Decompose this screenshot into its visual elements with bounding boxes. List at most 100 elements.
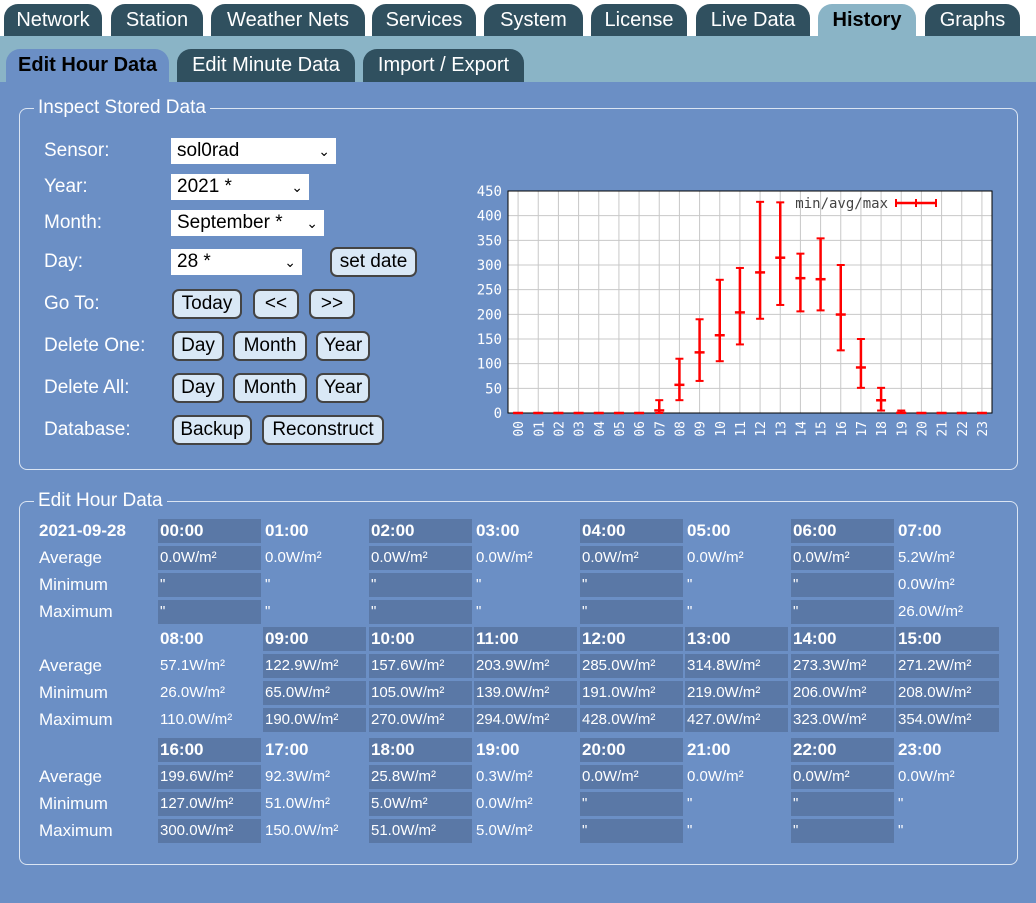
month-select[interactable]: September * ⌄ (171, 210, 324, 236)
hour-maximum-field[interactable]: " (265, 603, 271, 620)
hour-maximum-field[interactable]: " (476, 603, 482, 620)
hour-minimum-field[interactable]: " (476, 576, 482, 593)
hour-minimum-field[interactable]: " (687, 576, 693, 593)
hour-maximum-field[interactable]: 300.0W/m² (158, 819, 261, 843)
hour-minimum-field[interactable]: 219.0W/m² (685, 681, 788, 705)
hour-average-field[interactable]: 203.9W/m² (474, 654, 577, 678)
prev-day-button[interactable]: << (253, 289, 299, 319)
delete-one-day-button[interactable]: Day (172, 331, 224, 361)
hour-minimum-field[interactable]: 127.0W/m² (158, 792, 261, 816)
hour-minimum-field[interactable]: " (580, 573, 683, 597)
hour-average-field[interactable]: 0.0W/m² (476, 549, 533, 566)
hour-maximum-field[interactable]: 428.0W/m² (580, 708, 683, 732)
hour-average-field[interactable]: 5.2W/m² (898, 549, 955, 566)
tab-weather-nets[interactable]: Weather Nets (211, 4, 365, 36)
hour-minimum-field[interactable]: 65.0W/m² (263, 681, 366, 705)
tab-license[interactable]: License (591, 4, 687, 36)
hour-maximum-field[interactable]: " (791, 600, 894, 624)
hour-average-field[interactable]: 0.0W/m² (791, 546, 894, 570)
sensor-select[interactable]: sol0rad ⌄ (171, 138, 336, 164)
tab-services[interactable]: Services (372, 4, 476, 36)
hour-average-field[interactable]: 0.0W/m² (687, 768, 744, 785)
hour-maximum-field[interactable]: 323.0W/m² (791, 708, 894, 732)
hour-maximum-field[interactable]: " (791, 819, 894, 843)
hour-minimum-field[interactable]: " (369, 573, 472, 597)
hour-average-field[interactable]: 0.0W/m² (369, 546, 472, 570)
hour-minimum-field[interactable]: 206.0W/m² (791, 681, 894, 705)
tab-network[interactable]: Network (4, 4, 102, 36)
hour-minimum-field[interactable]: 0.0W/m² (476, 795, 533, 812)
hour-minimum-field[interactable]: " (898, 795, 904, 812)
hour-average-field[interactable]: 0.0W/m² (158, 546, 261, 570)
hour-minimum-field[interactable]: 5.0W/m² (369, 792, 472, 816)
next-day-button[interactable]: >> (309, 289, 355, 319)
delete-all-month-button[interactable]: Month (233, 373, 307, 403)
hour-minimum-field[interactable]: 51.0W/m² (265, 795, 331, 812)
delete-all-day-button[interactable]: Day (172, 373, 224, 403)
hour-average-field[interactable]: 0.0W/m² (687, 549, 744, 566)
hour-average-field[interactable]: 0.0W/m² (580, 546, 683, 570)
hour-minimum-field[interactable]: 191.0W/m² (580, 681, 683, 705)
hour-maximum-field[interactable]: " (580, 600, 683, 624)
hour-minimum-field[interactable]: 139.0W/m² (474, 681, 577, 705)
hour-maximum-field[interactable]: 5.0W/m² (476, 822, 533, 839)
tab-edit-hour-data[interactable]: Edit Hour Data (6, 49, 169, 82)
hour-minimum-field[interactable]: " (580, 792, 683, 816)
hour-average-field[interactable]: 271.2W/m² (896, 654, 999, 678)
tab-system[interactable]: System (484, 4, 583, 36)
set-date-button[interactable]: set date (330, 247, 417, 277)
backup-button[interactable]: Backup (172, 415, 252, 445)
hour-average-field[interactable]: 157.6W/m² (369, 654, 472, 678)
delete-all-year-button[interactable]: Year (316, 373, 370, 403)
hour-average-field[interactable]: 273.3W/m² (791, 654, 894, 678)
hour-average-field[interactable]: 314.8W/m² (685, 654, 788, 678)
hour-average-field[interactable]: 199.6W/m² (158, 765, 261, 789)
hour-maximum-field[interactable]: " (687, 822, 693, 839)
hour-average-field[interactable]: 285.0W/m² (580, 654, 683, 678)
hour-maximum-field[interactable]: " (158, 600, 261, 624)
today-button[interactable]: Today (172, 289, 242, 319)
hour-maximum-field[interactable]: 427.0W/m² (685, 708, 788, 732)
tab-history[interactable]: History (818, 4, 916, 36)
hour-average-field[interactable]: 122.9W/m² (263, 654, 366, 678)
hour-minimum-field[interactable]: 208.0W/m² (896, 681, 999, 705)
reconstruct-button[interactable]: Reconstruct (262, 415, 384, 445)
day-select[interactable]: 28 * ⌄ (171, 249, 302, 275)
hour-average-field[interactable]: 0.0W/m² (580, 765, 683, 789)
hour-maximum-field[interactable]: " (687, 603, 693, 620)
hour-minimum-field[interactable]: 26.0W/m² (160, 684, 226, 701)
hour-minimum-field[interactable]: 105.0W/m² (369, 681, 472, 705)
tab-station[interactable]: Station (111, 4, 203, 36)
tab-import-export[interactable]: Import / Export (363, 49, 524, 82)
hour-maximum-field[interactable]: 150.0W/m² (265, 822, 339, 839)
tab-graphs[interactable]: Graphs (925, 4, 1020, 36)
tab-live-data[interactable]: Live Data (696, 4, 810, 36)
hour-maximum-field[interactable]: " (369, 600, 472, 624)
hour-average-field[interactable]: 92.3W/m² (265, 768, 331, 785)
year-select[interactable]: 2021 * ⌄ (171, 174, 309, 200)
hour-maximum-field[interactable]: " (580, 819, 683, 843)
hour-maximum-field[interactable]: 270.0W/m² (369, 708, 472, 732)
hour-average-field[interactable]: 0.0W/m² (791, 765, 894, 789)
hour-minimum-field[interactable]: " (158, 573, 261, 597)
tab-edit-minute-data[interactable]: Edit Minute Data (177, 49, 355, 82)
hour-minimum-field[interactable]: " (791, 792, 894, 816)
hour-minimum-field[interactable]: " (265, 576, 271, 593)
hour-average-field[interactable]: 57.1W/m² (160, 657, 226, 674)
hour-average-field[interactable]: 25.8W/m² (369, 765, 472, 789)
hour-average-field[interactable]: 0.3W/m² (476, 768, 533, 785)
delete-one-month-button[interactable]: Month (233, 331, 307, 361)
hour-average-field[interactable]: 0.0W/m² (898, 768, 955, 785)
hour-minimum-field[interactable]: 0.0W/m² (898, 576, 955, 593)
delete-one-year-button[interactable]: Year (316, 331, 370, 361)
hour-maximum-field[interactable]: 354.0W/m² (896, 708, 999, 732)
hour-minimum-field[interactable]: " (687, 795, 693, 812)
hour-maximum-field[interactable]: 294.0W/m² (474, 708, 577, 732)
hour-maximum-field[interactable]: 190.0W/m² (263, 708, 366, 732)
hour-maximum-field[interactable]: 110.0W/m² (160, 711, 233, 728)
hour-maximum-field[interactable]: 51.0W/m² (369, 819, 472, 843)
hour-minimum-field[interactable]: " (791, 573, 894, 597)
hour-maximum-field[interactable]: " (898, 822, 904, 839)
hour-maximum-field[interactable]: 26.0W/m² (898, 603, 964, 620)
hour-average-field[interactable]: 0.0W/m² (265, 549, 322, 566)
